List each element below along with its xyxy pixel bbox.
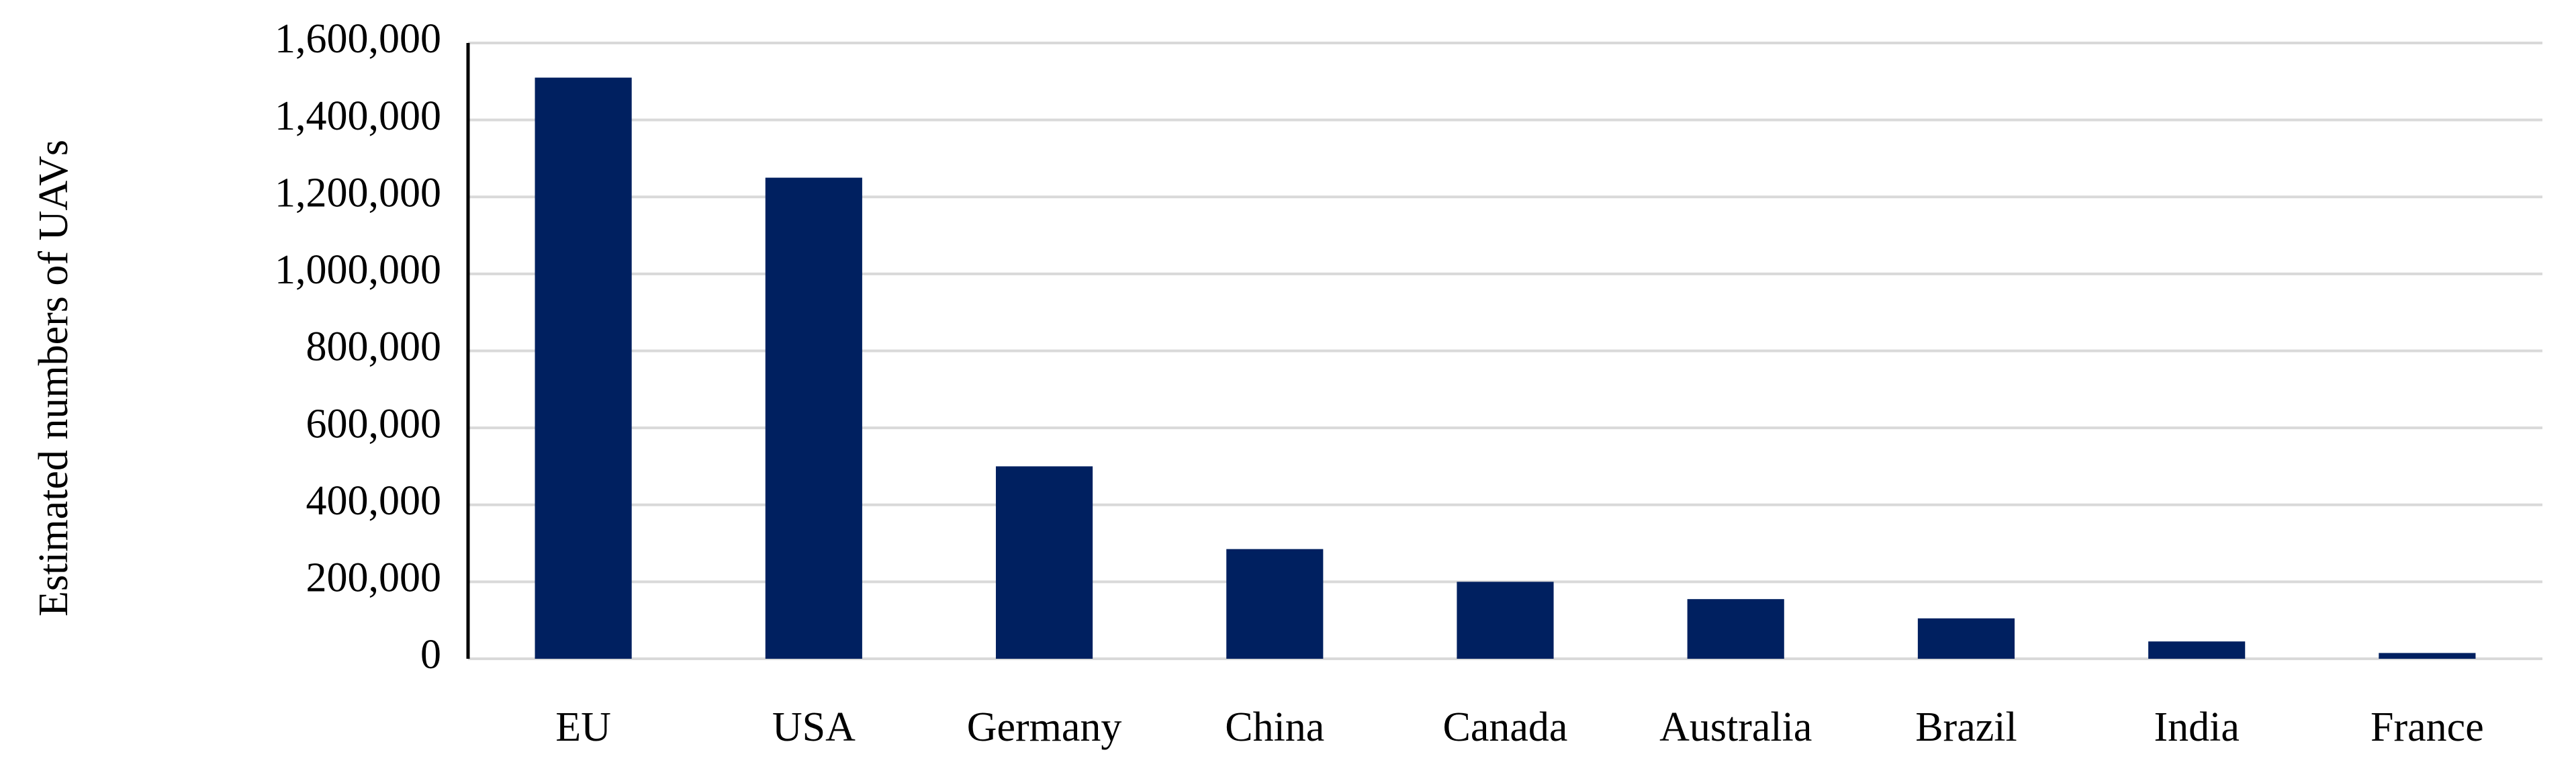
- y-tick-label: 0: [420, 632, 441, 678]
- x-tick-label: EU: [555, 704, 611, 750]
- bar: [765, 177, 862, 659]
- x-tick-label: France: [2371, 704, 2484, 750]
- x-tick-label: Brazil: [1915, 704, 2017, 750]
- bar: [1457, 582, 1554, 659]
- x-tick-label: China: [1225, 704, 1324, 750]
- y-tick-label: 200,000: [306, 555, 442, 601]
- x-tick-label: USA: [772, 704, 856, 750]
- bar: [535, 77, 632, 659]
- x-tick-label: India: [2154, 704, 2239, 750]
- x-tick-label: Canada: [1443, 704, 1568, 750]
- x-tick-label: Australia: [1659, 704, 1812, 750]
- y-tick-label: 1,600,000: [275, 16, 441, 62]
- y-axis-label: Estimated numbers of UAVs: [31, 140, 77, 616]
- bar: [1917, 618, 2015, 659]
- bar: [1226, 549, 1324, 659]
- y-tick-label: 600,000: [306, 401, 442, 447]
- y-tick-label: 1,000,000: [275, 247, 441, 293]
- bar: [995, 466, 1093, 659]
- bar: [2379, 653, 2476, 659]
- bar: [2148, 641, 2246, 659]
- y-tick-label: 1,400,000: [275, 93, 441, 139]
- x-tick-label: Germany: [967, 704, 1122, 750]
- y-tick-label: 400,000: [306, 478, 442, 524]
- bar: [1687, 599, 1784, 659]
- y-tick-label: 1,200,000: [275, 170, 441, 216]
- y-tick-label: 800,000: [306, 324, 442, 370]
